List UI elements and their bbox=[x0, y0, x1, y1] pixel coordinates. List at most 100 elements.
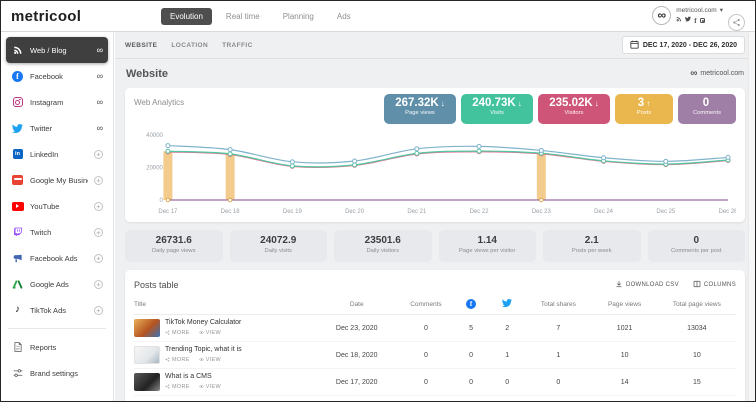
tab-ads[interactable]: Ads bbox=[328, 8, 360, 25]
card-title: Web Analytics bbox=[134, 98, 185, 107]
infinity-icon: ∞ bbox=[96, 70, 103, 81]
stat-daily-page-views: 26731.6 Daily page views bbox=[125, 230, 223, 262]
rss-icon bbox=[676, 16, 682, 26]
brand-infinity-icon: ∞ bbox=[652, 5, 672, 25]
twitter-icon bbox=[502, 298, 513, 310]
sidebar-item-twitch[interactable]: Twitch + bbox=[6, 219, 108, 245]
post-title[interactable]: Trending Topic, what it is bbox=[165, 346, 242, 354]
plus-icon[interactable]: + bbox=[94, 253, 103, 263]
col-comments[interactable]: Comments bbox=[398, 293, 454, 315]
post-more-link[interactable]: MORE bbox=[165, 330, 190, 337]
posts-table: Title Date Comments f Total shares Page … bbox=[134, 293, 736, 396]
sidebar-item-label: Twitter bbox=[30, 123, 53, 133]
connected-site[interactable]: ∞ metricool.com bbox=[690, 68, 744, 79]
cell-facebook: 0 bbox=[453, 341, 490, 369]
plus-icon[interactable]: + bbox=[94, 201, 103, 211]
plus-icon[interactable]: + bbox=[94, 149, 103, 159]
stat-comments-per-post: 0 Comments per post bbox=[647, 230, 745, 262]
web-analytics-chart[interactable]: 0 20000 40000 Dec 17 Dec 18 Dec 19 Dec 20 Dec 2… bbox=[134, 127, 736, 217]
account-selector[interactable]: metricool.com ▾ f bbox=[676, 6, 723, 26]
stat-badge-visitors[interactable]: 235.02K ↓ Visitors bbox=[538, 94, 610, 124]
cell-total-shares: 0 bbox=[525, 368, 592, 396]
header-right: ∞ metricool.com ▾ f bbox=[652, 2, 745, 31]
arrow-up-icon: ↑ bbox=[646, 99, 651, 108]
col-page-views[interactable]: Page views bbox=[591, 293, 658, 315]
sidebar-item-linkedin[interactable]: in LinkedIn + bbox=[6, 141, 108, 167]
tab-traffic[interactable]: TRAFFIC bbox=[222, 41, 253, 49]
col-date[interactable]: Date bbox=[314, 293, 399, 315]
post-title[interactable]: What is a CMS bbox=[165, 373, 212, 381]
connected-site-label: metricool.com bbox=[700, 70, 744, 77]
stat-badge-page-views[interactable]: 267.32K ↓ Page views bbox=[384, 94, 456, 124]
cell-page-views: 1021 bbox=[591, 314, 658, 342]
post-view-link[interactable]: VIEW bbox=[198, 330, 221, 337]
post-thumbnail bbox=[134, 373, 160, 391]
sidebar-item-google-my-business[interactable]: Google My Business + bbox=[6, 167, 108, 193]
columns-button[interactable]: COLUMNS bbox=[693, 280, 736, 290]
sidebar-item-brand-settings[interactable]: Brand settings bbox=[6, 360, 108, 386]
tab-planning[interactable]: Planning bbox=[274, 8, 323, 25]
col-twitter[interactable] bbox=[489, 293, 526, 315]
post-view-link[interactable]: VIEW bbox=[198, 384, 221, 391]
sidebar-item-label: TikTok Ads bbox=[30, 305, 66, 315]
sidebar-item-label: LinkedIn bbox=[30, 149, 59, 159]
tab-real-time[interactable]: Real time bbox=[217, 8, 269, 25]
sidebar-item-label: Facebook Ads bbox=[30, 253, 78, 263]
date-range-button[interactable]: DEC 17, 2020 - DEC 26, 2020 bbox=[621, 36, 745, 54]
stat-page-views-per-visitor: 1.14 Page views per visitor bbox=[438, 230, 536, 262]
instagram-icon bbox=[11, 97, 24, 107]
cell-total-page-views: 10 bbox=[657, 341, 736, 369]
plus-icon[interactable]: + bbox=[94, 279, 103, 289]
sidebar-item-label: Brand settings bbox=[30, 368, 78, 378]
plus-icon[interactable]: + bbox=[94, 305, 103, 315]
twitter-icon bbox=[11, 123, 24, 134]
sidebar-item-twitter[interactable]: Twitter ∞ bbox=[6, 115, 108, 141]
sidebar-item-reports[interactable]: Reports bbox=[6, 334, 108, 360]
cell-facebook: 5 bbox=[453, 314, 490, 342]
svg-text:Dec 22: Dec 22 bbox=[470, 209, 490, 215]
stat-badge-comments[interactable]: 0 Comments bbox=[678, 94, 736, 124]
sidebar-item-tiktok-ads[interactable]: ♪ TikTok Ads + bbox=[6, 297, 108, 323]
tab-website[interactable]: WEBSITE bbox=[125, 41, 158, 49]
tiktok-icon: ♪ bbox=[15, 304, 20, 315]
infinity-icon: ∞ bbox=[96, 44, 103, 55]
eye-icon bbox=[198, 330, 204, 337]
post-view-link[interactable]: VIEW bbox=[198, 357, 221, 364]
post-more-link[interactable]: MORE bbox=[165, 384, 190, 391]
sidebar-item-instagram[interactable]: Instagram ∞ bbox=[6, 89, 108, 115]
stat-badge-visits[interactable]: 240.73K ↓ Visits bbox=[461, 94, 533, 124]
col-facebook[interactable]: f bbox=[453, 293, 490, 315]
cell-twitter: 2 bbox=[489, 314, 526, 342]
table-row[interactable]: What is a CMS MORE VIEW Dec 17, 2020 0 0 bbox=[134, 368, 736, 396]
tab-location[interactable]: LOCATION bbox=[171, 41, 209, 49]
share-button[interactable] bbox=[728, 13, 745, 31]
sidebar-item-facebook-ads[interactable]: Facebook Ads + bbox=[6, 245, 108, 271]
sidebar-item-web-blog[interactable]: Web / Blog ∞ bbox=[6, 37, 108, 63]
download-csv-button[interactable]: DOWNLOAD CSV bbox=[615, 280, 679, 290]
sidebar-item-label: Instagram bbox=[30, 97, 64, 107]
account-social-icons: f bbox=[676, 16, 723, 26]
sidebar-item-google-ads[interactable]: Google Ads + bbox=[6, 271, 108, 297]
sidebar-item-label: Twitch bbox=[30, 227, 52, 237]
sidebar-item-label: Web / Blog bbox=[30, 45, 67, 55]
table-row[interactable]: Trending Topic, what it is MORE VIEW Dec… bbox=[134, 341, 736, 369]
svg-text:Dec 20: Dec 20 bbox=[345, 209, 365, 215]
post-more-link[interactable]: MORE bbox=[165, 357, 190, 364]
svg-text:Dec 21: Dec 21 bbox=[407, 209, 427, 215]
scrollbar[interactable] bbox=[748, 32, 755, 401]
plus-icon[interactable]: + bbox=[94, 175, 103, 185]
sidebar-item-youtube[interactable]: YouTube + bbox=[6, 193, 108, 219]
share-icon bbox=[165, 330, 170, 337]
plus-icon[interactable]: + bbox=[94, 227, 103, 237]
table-row[interactable]: TikTok Money Calculator MORE VIEW Dec 23… bbox=[134, 314, 736, 342]
tab-evolution[interactable]: Evolution bbox=[161, 8, 212, 25]
cell-twitter: 1 bbox=[489, 341, 526, 369]
col-total-shares[interactable]: Total shares bbox=[525, 293, 592, 315]
share-icon bbox=[165, 384, 170, 391]
stat-badge-posts[interactable]: 3 ↑ Posts bbox=[615, 94, 673, 124]
post-title[interactable]: TikTok Money Calculator bbox=[165, 319, 242, 327]
col-total-page-views[interactable]: Total page views bbox=[657, 293, 736, 315]
sidebar-item-facebook[interactable]: f Facebook ∞ bbox=[6, 63, 108, 89]
col-title[interactable]: Title bbox=[134, 293, 315, 315]
sidebar-item-label: Google My Business bbox=[30, 175, 88, 185]
